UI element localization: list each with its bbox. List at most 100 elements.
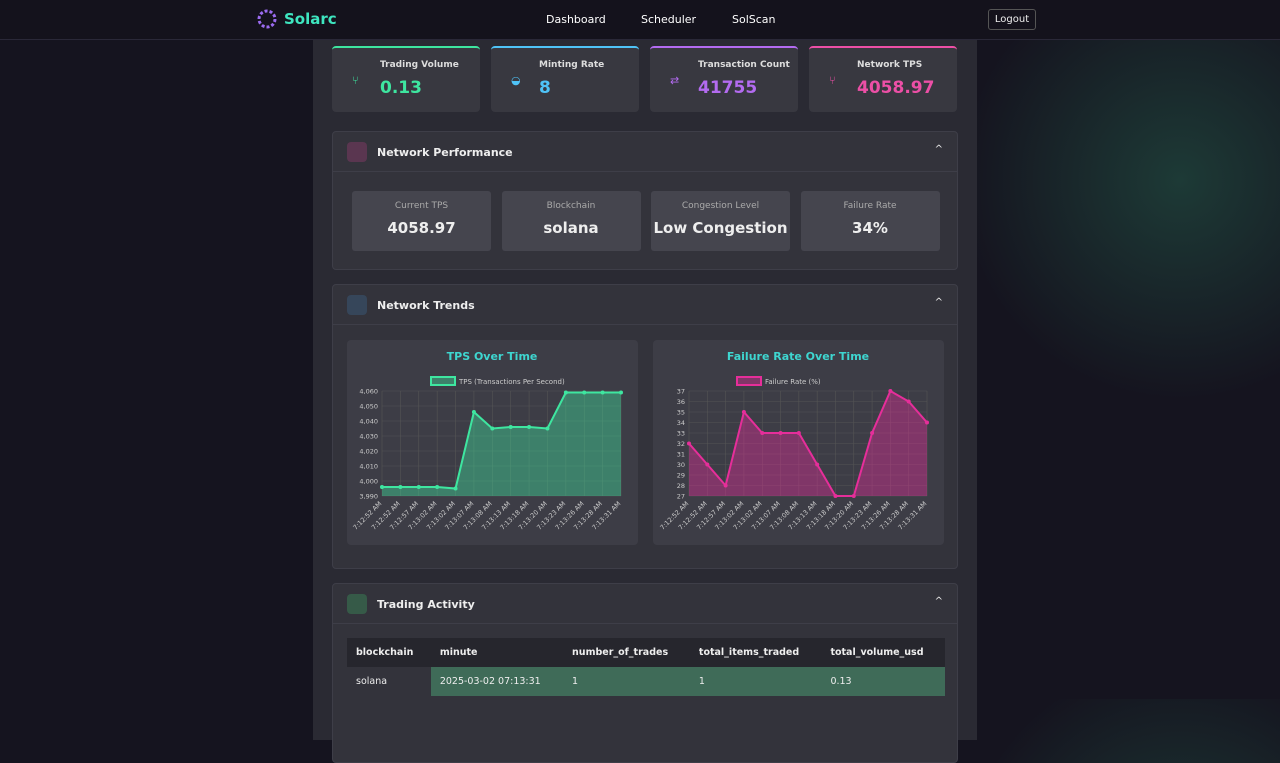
column-header: number_of_trades <box>563 638 690 667</box>
metric-card: Blockchain solana <box>501 191 641 251</box>
stat-card: ⇄ Transaction Count 41755 <box>650 46 798 112</box>
legend-label: TPS (Transactions Per Second) <box>458 378 565 386</box>
table-row: solana 2025-03-02 07:13:31 1 1 0.13 <box>347 667 945 696</box>
legend-label: Failure Rate (%) <box>765 378 821 386</box>
table-cell: 1 <box>689 667 822 696</box>
area <box>382 392 621 496</box>
y-tick-label: 28 <box>677 482 685 490</box>
point <box>471 410 476 414</box>
point <box>870 431 875 435</box>
point <box>815 462 820 467</box>
column-header: blockchain <box>347 638 431 667</box>
y-tick-label: 4,020 <box>359 448 378 456</box>
nav-link[interactable]: SolScan <box>732 13 776 26</box>
table-cell: 0.13 <box>821 667 945 696</box>
y-tick-label: 31 <box>677 451 685 459</box>
section-title: Network Trends <box>377 299 475 312</box>
icon: ⇄ <box>670 74 680 87</box>
point <box>705 462 710 467</box>
column-header: total_volume_usd <box>821 638 945 667</box>
legend-swatch <box>430 376 456 386</box>
chart-title: Failure Rate Over Time <box>727 350 869 363</box>
table-cell: 1 <box>563 667 690 696</box>
stat-card: ⑂ Network TPS 4058.97 <box>809 46 957 112</box>
metric-value: 4058.97 <box>387 219 456 237</box>
point <box>851 494 856 498</box>
icon: ⑂ <box>352 74 359 87</box>
column-header: minute <box>430 638 564 667</box>
point <box>582 390 587 395</box>
nav-link[interactable]: Scheduler <box>641 13 697 26</box>
y-tick-label: 27 <box>677 493 685 501</box>
chart: TPS Over Time TPS (Transactions Per Secon… <box>347 340 638 545</box>
trading-section: Trading Activity ^ blockchain minute number… <box>332 583 958 763</box>
brand[interactable]: Solarc <box>256 8 337 30</box>
chart-title: TPS Over Time <box>447 350 538 363</box>
collapse[interactable]: ^ <box>934 297 943 308</box>
y-tick-label: 34 <box>677 419 685 427</box>
point <box>888 389 893 393</box>
stat-value: 41755 <box>698 78 758 98</box>
y-tick-label: 33 <box>677 430 685 438</box>
metric-value: solana <box>543 219 599 237</box>
point <box>741 410 746 414</box>
collapse[interactable]: ^ <box>934 596 943 607</box>
stat-card: ⑂ Trading Volume 0.13 <box>332 46 480 112</box>
nav-link[interactable]: Dashboard <box>546 13 606 26</box>
y-tick-label: 30 <box>677 461 685 469</box>
y-tick-label: 4,030 <box>359 433 378 441</box>
chart: Failure Rate Over Time Failure Rate (%) 27… <box>653 340 944 545</box>
point <box>398 485 403 489</box>
stat-label: Transaction Count <box>698 60 790 70</box>
legend-swatch <box>736 376 762 386</box>
y-tick-label: 4,010 <box>359 463 378 471</box>
section-title: Network Performance <box>377 146 513 159</box>
point <box>563 390 568 395</box>
y-tick-label: 3,990 <box>359 493 378 501</box>
point <box>545 426 550 431</box>
logo <box>257 9 277 29</box>
point <box>416 485 421 489</box>
point <box>619 390 623 395</box>
trends-section: Network Trends ^ TPS Over Time TPS (Transa… <box>332 284 958 569</box>
point <box>760 431 765 435</box>
main: ⑂ Trading Volume 0.13 ◒ Minting Rate 8 ⇄ Transa… <box>313 40 977 763</box>
metric-label: Failure Rate <box>843 201 897 211</box>
column-header: total_items_traded <box>689 638 822 667</box>
point <box>453 486 458 491</box>
stat-label: Minting Rate <box>539 60 605 70</box>
y-tick-label: 36 <box>677 398 685 406</box>
stat-value: 4058.97 <box>857 78 935 98</box>
point <box>508 425 513 429</box>
point <box>380 485 384 489</box>
y-tick-label: 32 <box>677 440 685 448</box>
metric-label: Current TPS <box>394 201 449 211</box>
metric-label: Blockchain <box>546 201 596 211</box>
y-tick-label: 29 <box>677 472 685 480</box>
y-tick-label: 4,060 <box>359 388 378 396</box>
y-tick-label: 4,000 <box>359 478 378 486</box>
section-title: Trading Activity <box>377 598 475 611</box>
y-tick-label: 4,040 <box>359 418 378 426</box>
metric-label: Congestion Level <box>681 201 760 211</box>
icon: ⑂ <box>829 74 836 87</box>
table-cell: solana <box>356 676 388 687</box>
collapse[interactable]: ^ <box>934 144 943 155</box>
point <box>490 426 495 431</box>
metric-card: Current TPS 4058.97 <box>352 191 491 251</box>
metric-value: Low Congestion <box>653 219 788 237</box>
logout-button[interactable]: Logout <box>988 9 1036 30</box>
metric-card: Failure Rate 34% <box>800 191 940 251</box>
point <box>796 431 801 435</box>
line <box>382 391 621 490</box>
stat-card: ◒ Minting Rate 8 <box>491 46 639 112</box>
point <box>723 483 728 488</box>
navbar: Solarc Dashboard Scheduler SolScan Logout <box>0 0 1280 40</box>
point <box>527 425 532 429</box>
metric-card: Congestion Level Low Congestion <box>651 191 790 251</box>
point <box>906 399 911 404</box>
stat-label: Trading Volume <box>380 60 459 70</box>
stat-label: Network TPS <box>857 60 923 70</box>
point <box>435 485 440 489</box>
